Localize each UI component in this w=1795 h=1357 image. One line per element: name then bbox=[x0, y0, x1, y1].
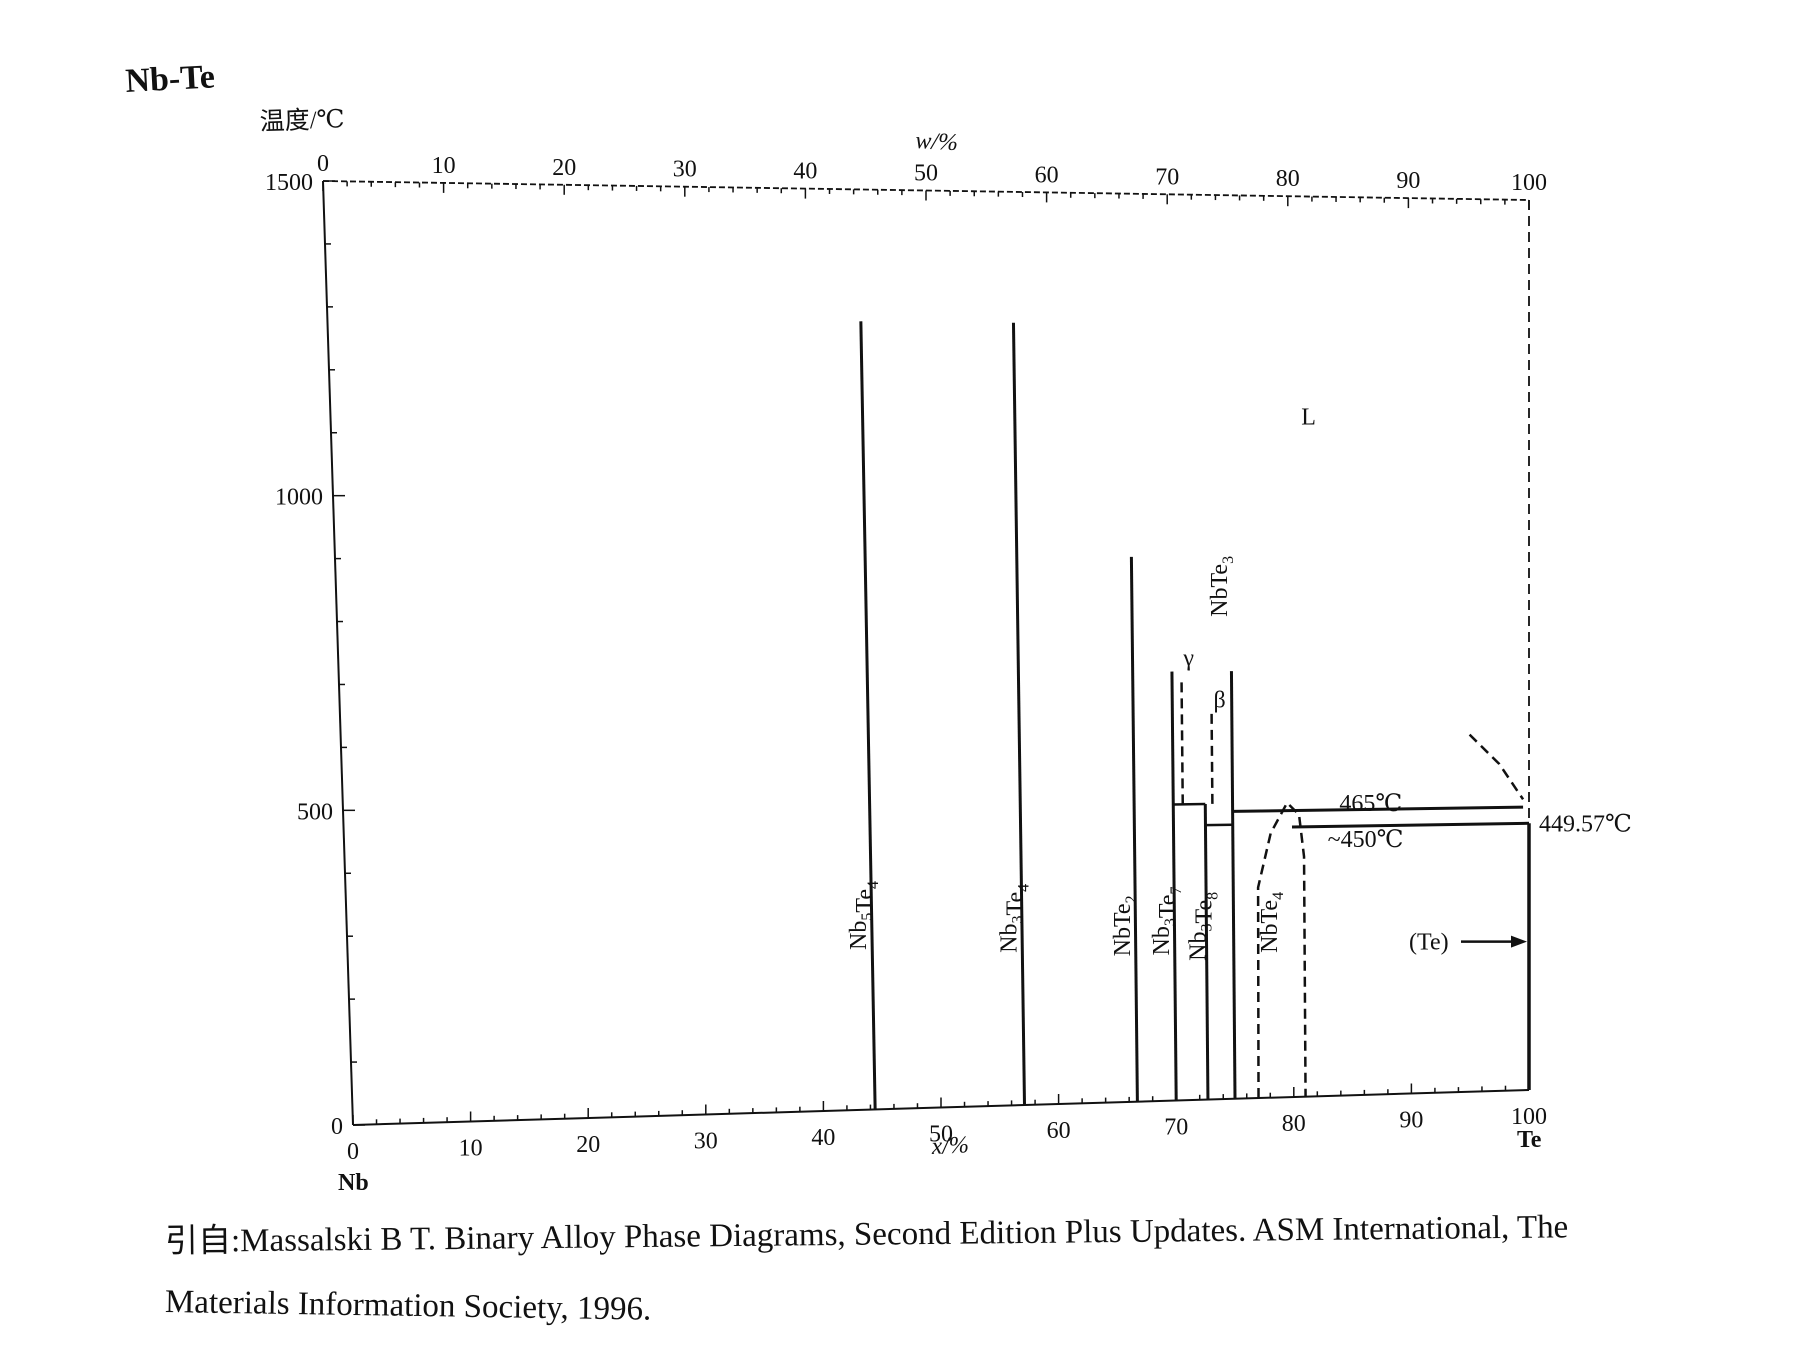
top-x-tick-label: 30 bbox=[673, 157, 697, 183]
y-tick-label: 0 bbox=[331, 1114, 343, 1140]
top-x-tick-label: 60 bbox=[1035, 162, 1059, 188]
bottom-x-tick-label: 40 bbox=[811, 1125, 835, 1151]
bottom-x-tick-label: 90 bbox=[1399, 1108, 1423, 1134]
te-arrow-head bbox=[1511, 936, 1527, 948]
bottom-x-tick-label: 80 bbox=[1282, 1111, 1306, 1137]
top-x-tick-label: 100 bbox=[1511, 170, 1547, 196]
compound-label: Nb3Te8 bbox=[1186, 892, 1222, 961]
top-x-tick-label: 0 bbox=[317, 151, 329, 177]
compound-label: NbTe3 bbox=[1207, 556, 1237, 617]
isotherm-label-449: 449.57℃ bbox=[1539, 811, 1632, 837]
y-tick-label: 1500 bbox=[265, 170, 313, 196]
polymorph-dashed-line bbox=[1182, 678, 1183, 805]
liquid-region-label: L bbox=[1301, 404, 1316, 430]
liquidus-dashed-curve bbox=[1470, 735, 1523, 800]
right-element-label: Te bbox=[1517, 1127, 1542, 1153]
compound-label: Nb5Te4 bbox=[846, 881, 882, 950]
isotherm-label-465: 465℃ bbox=[1339, 791, 1402, 817]
y-ticks: 0 500 1000 1500 bbox=[265, 170, 365, 1140]
y-tick-label: 1000 bbox=[275, 485, 323, 511]
top-x-tick-label: 10 bbox=[432, 153, 456, 179]
top-x-tick-label: 40 bbox=[793, 159, 817, 185]
compound-line bbox=[1013, 323, 1024, 1105]
compound-line bbox=[1131, 557, 1137, 1102]
compound-line bbox=[1231, 671, 1235, 1099]
axes bbox=[323, 181, 1529, 1125]
y-axis-label: 温度/℃ bbox=[259, 105, 345, 136]
y-tick-label: 500 bbox=[297, 799, 333, 825]
bottom-x-tick-label: 70 bbox=[1164, 1115, 1188, 1141]
left-axis-line bbox=[323, 181, 353, 1125]
bottom-x-tick-label: 0 bbox=[347, 1139, 359, 1165]
top-x-tick-label: 50 bbox=[914, 161, 938, 187]
compound-line bbox=[861, 321, 875, 1109]
polymorph-dashed-line bbox=[1212, 713, 1213, 803]
top-x-tick-label: 80 bbox=[1276, 166, 1300, 192]
phase-lines bbox=[861, 321, 1529, 1109]
isotherm-label-450: ~450℃ bbox=[1328, 827, 1404, 853]
top-x-ticks: 0 10 20 30 40 50 60 70 80 90 100 bbox=[317, 151, 1547, 210]
bottom-x-tick-label: 30 bbox=[694, 1129, 718, 1155]
compound-label: NbTe4 bbox=[1257, 892, 1287, 953]
compound-label: NbTe2 bbox=[1110, 895, 1140, 956]
compound-label: Nb3Te7 bbox=[1149, 887, 1185, 956]
compound-line bbox=[1172, 672, 1176, 1101]
top-x-tick-label: 90 bbox=[1396, 168, 1420, 194]
te-phase-label: (Te) bbox=[1409, 930, 1449, 956]
bottom-x-tick-label: 20 bbox=[576, 1132, 600, 1158]
polymorph-label: γ bbox=[1182, 645, 1194, 671]
top-x-axis-label: w/% bbox=[915, 128, 959, 156]
polymorph-label: β bbox=[1214, 687, 1226, 713]
bottom-x-tick-label: 10 bbox=[459, 1136, 483, 1162]
bottom-x-tick-label: 60 bbox=[1047, 1118, 1071, 1144]
top-x-tick-label: 70 bbox=[1155, 164, 1179, 190]
compound-label: Nb3Te4 bbox=[996, 884, 1032, 953]
citation: 引自:Massalski B T. Binary Alloy Phase Dia… bbox=[165, 1212, 1775, 1332]
chart-title: Nb-Te bbox=[124, 58, 215, 100]
bottom-x-tick-label: 50 bbox=[929, 1122, 953, 1148]
top-x-tick-label: 20 bbox=[552, 155, 576, 181]
left-element-label: Nb bbox=[338, 1170, 369, 1196]
